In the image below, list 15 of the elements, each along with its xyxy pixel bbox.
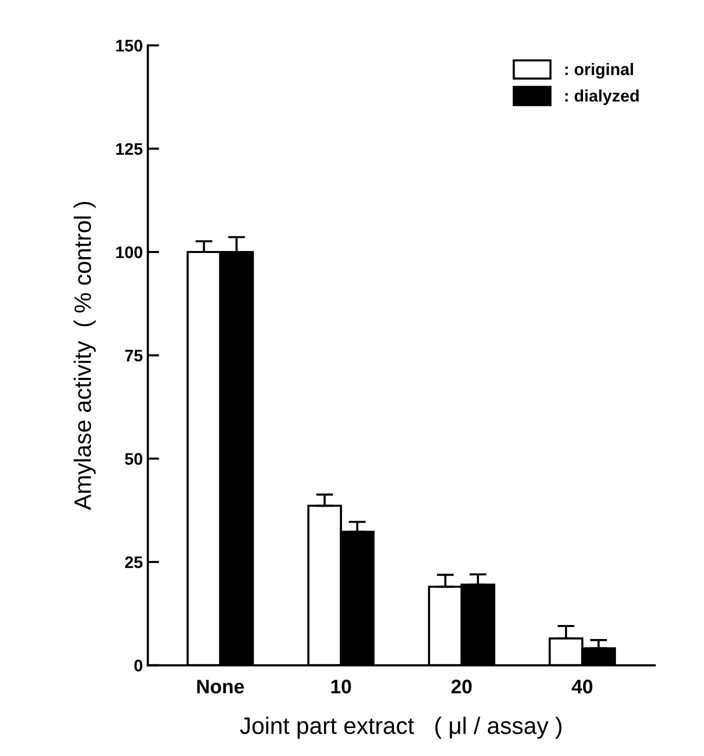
y-tick-label: 25 [125, 556, 143, 568]
y-tick-label: 125 [116, 143, 143, 155]
y-axis-title: Amylase activity ( % control ) [74, 202, 96, 510]
x-axis-title: Joint part extract ( μl / assay ) [240, 716, 562, 739]
y-tick-label: 100 [116, 246, 142, 258]
y-tick-label: 75 [125, 350, 143, 362]
y-tick-label: 150 [116, 40, 142, 52]
y-tick-label: 0 [134, 660, 142, 672]
legend-label: : dialyzed [565, 89, 639, 106]
x-tick-label: 40 [572, 680, 592, 694]
x-tick-label: None [197, 680, 244, 694]
y-tick-label: 50 [124, 453, 142, 465]
x-tick-label: 10 [331, 680, 351, 694]
legend-label: : original [565, 62, 633, 79]
x-tick-label: 20 [451, 680, 472, 694]
